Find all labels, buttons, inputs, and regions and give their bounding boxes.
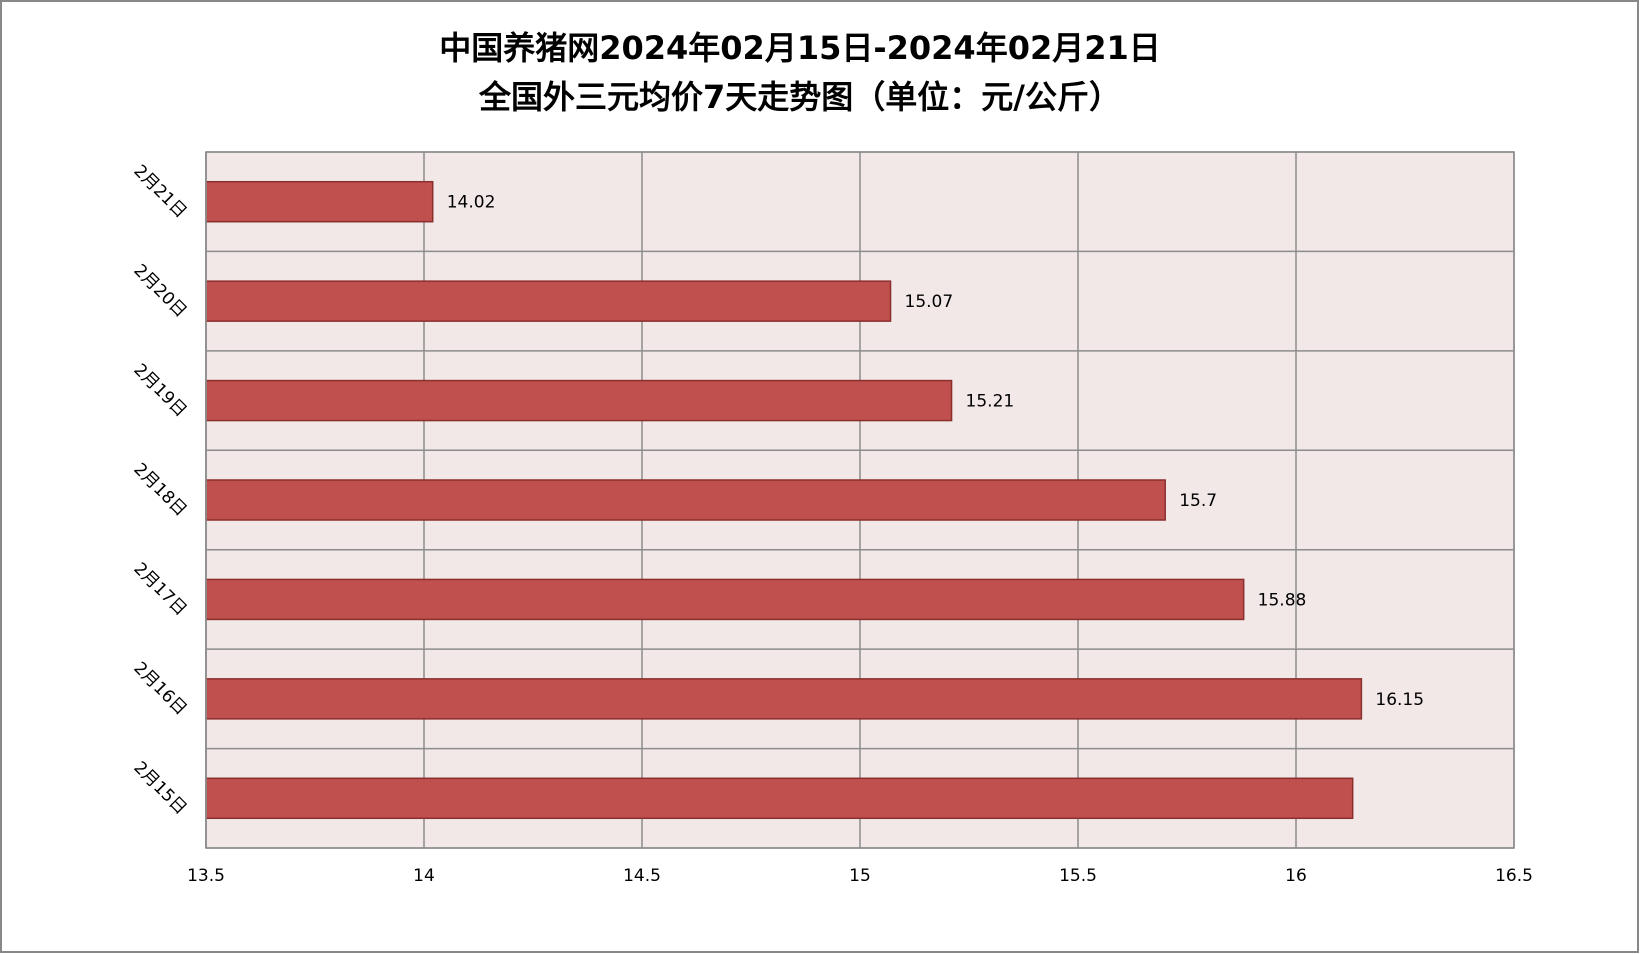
plot-border <box>205 151 1515 849</box>
bar <box>205 180 434 223</box>
chart-title: 全国外三元均价7天走势图（单位：元/公斤） <box>478 78 1121 116</box>
bar <box>205 777 1354 820</box>
bar <box>205 678 1363 720</box>
value-label: 16.15 <box>1375 690 1424 710</box>
value-label: 14.02 <box>447 193 496 213</box>
x-tick-label: 14 <box>413 866 435 886</box>
bar <box>205 379 953 422</box>
x-tick-label: 15.5 <box>1059 866 1097 886</box>
value-label: 15.21 <box>966 392 1015 412</box>
value-label: 15.7 <box>1179 491 1217 511</box>
value-label: 15.88 <box>1258 590 1307 610</box>
x-tick-label: 15 <box>849 866 871 886</box>
x-tick-label: 16 <box>1285 866 1307 886</box>
value-label: 15.07 <box>905 292 954 312</box>
bar <box>205 479 1166 521</box>
x-tick-label: 13.5 <box>187 866 225 886</box>
bar <box>205 280 892 322</box>
x-tick-label: 14.5 <box>623 866 661 886</box>
chart-title: 中国养猪网2024年02月15日-2024年02月21日 <box>439 29 1161 67</box>
x-tick-label: 16.5 <box>1495 866 1533 886</box>
bar <box>205 578 1245 621</box>
